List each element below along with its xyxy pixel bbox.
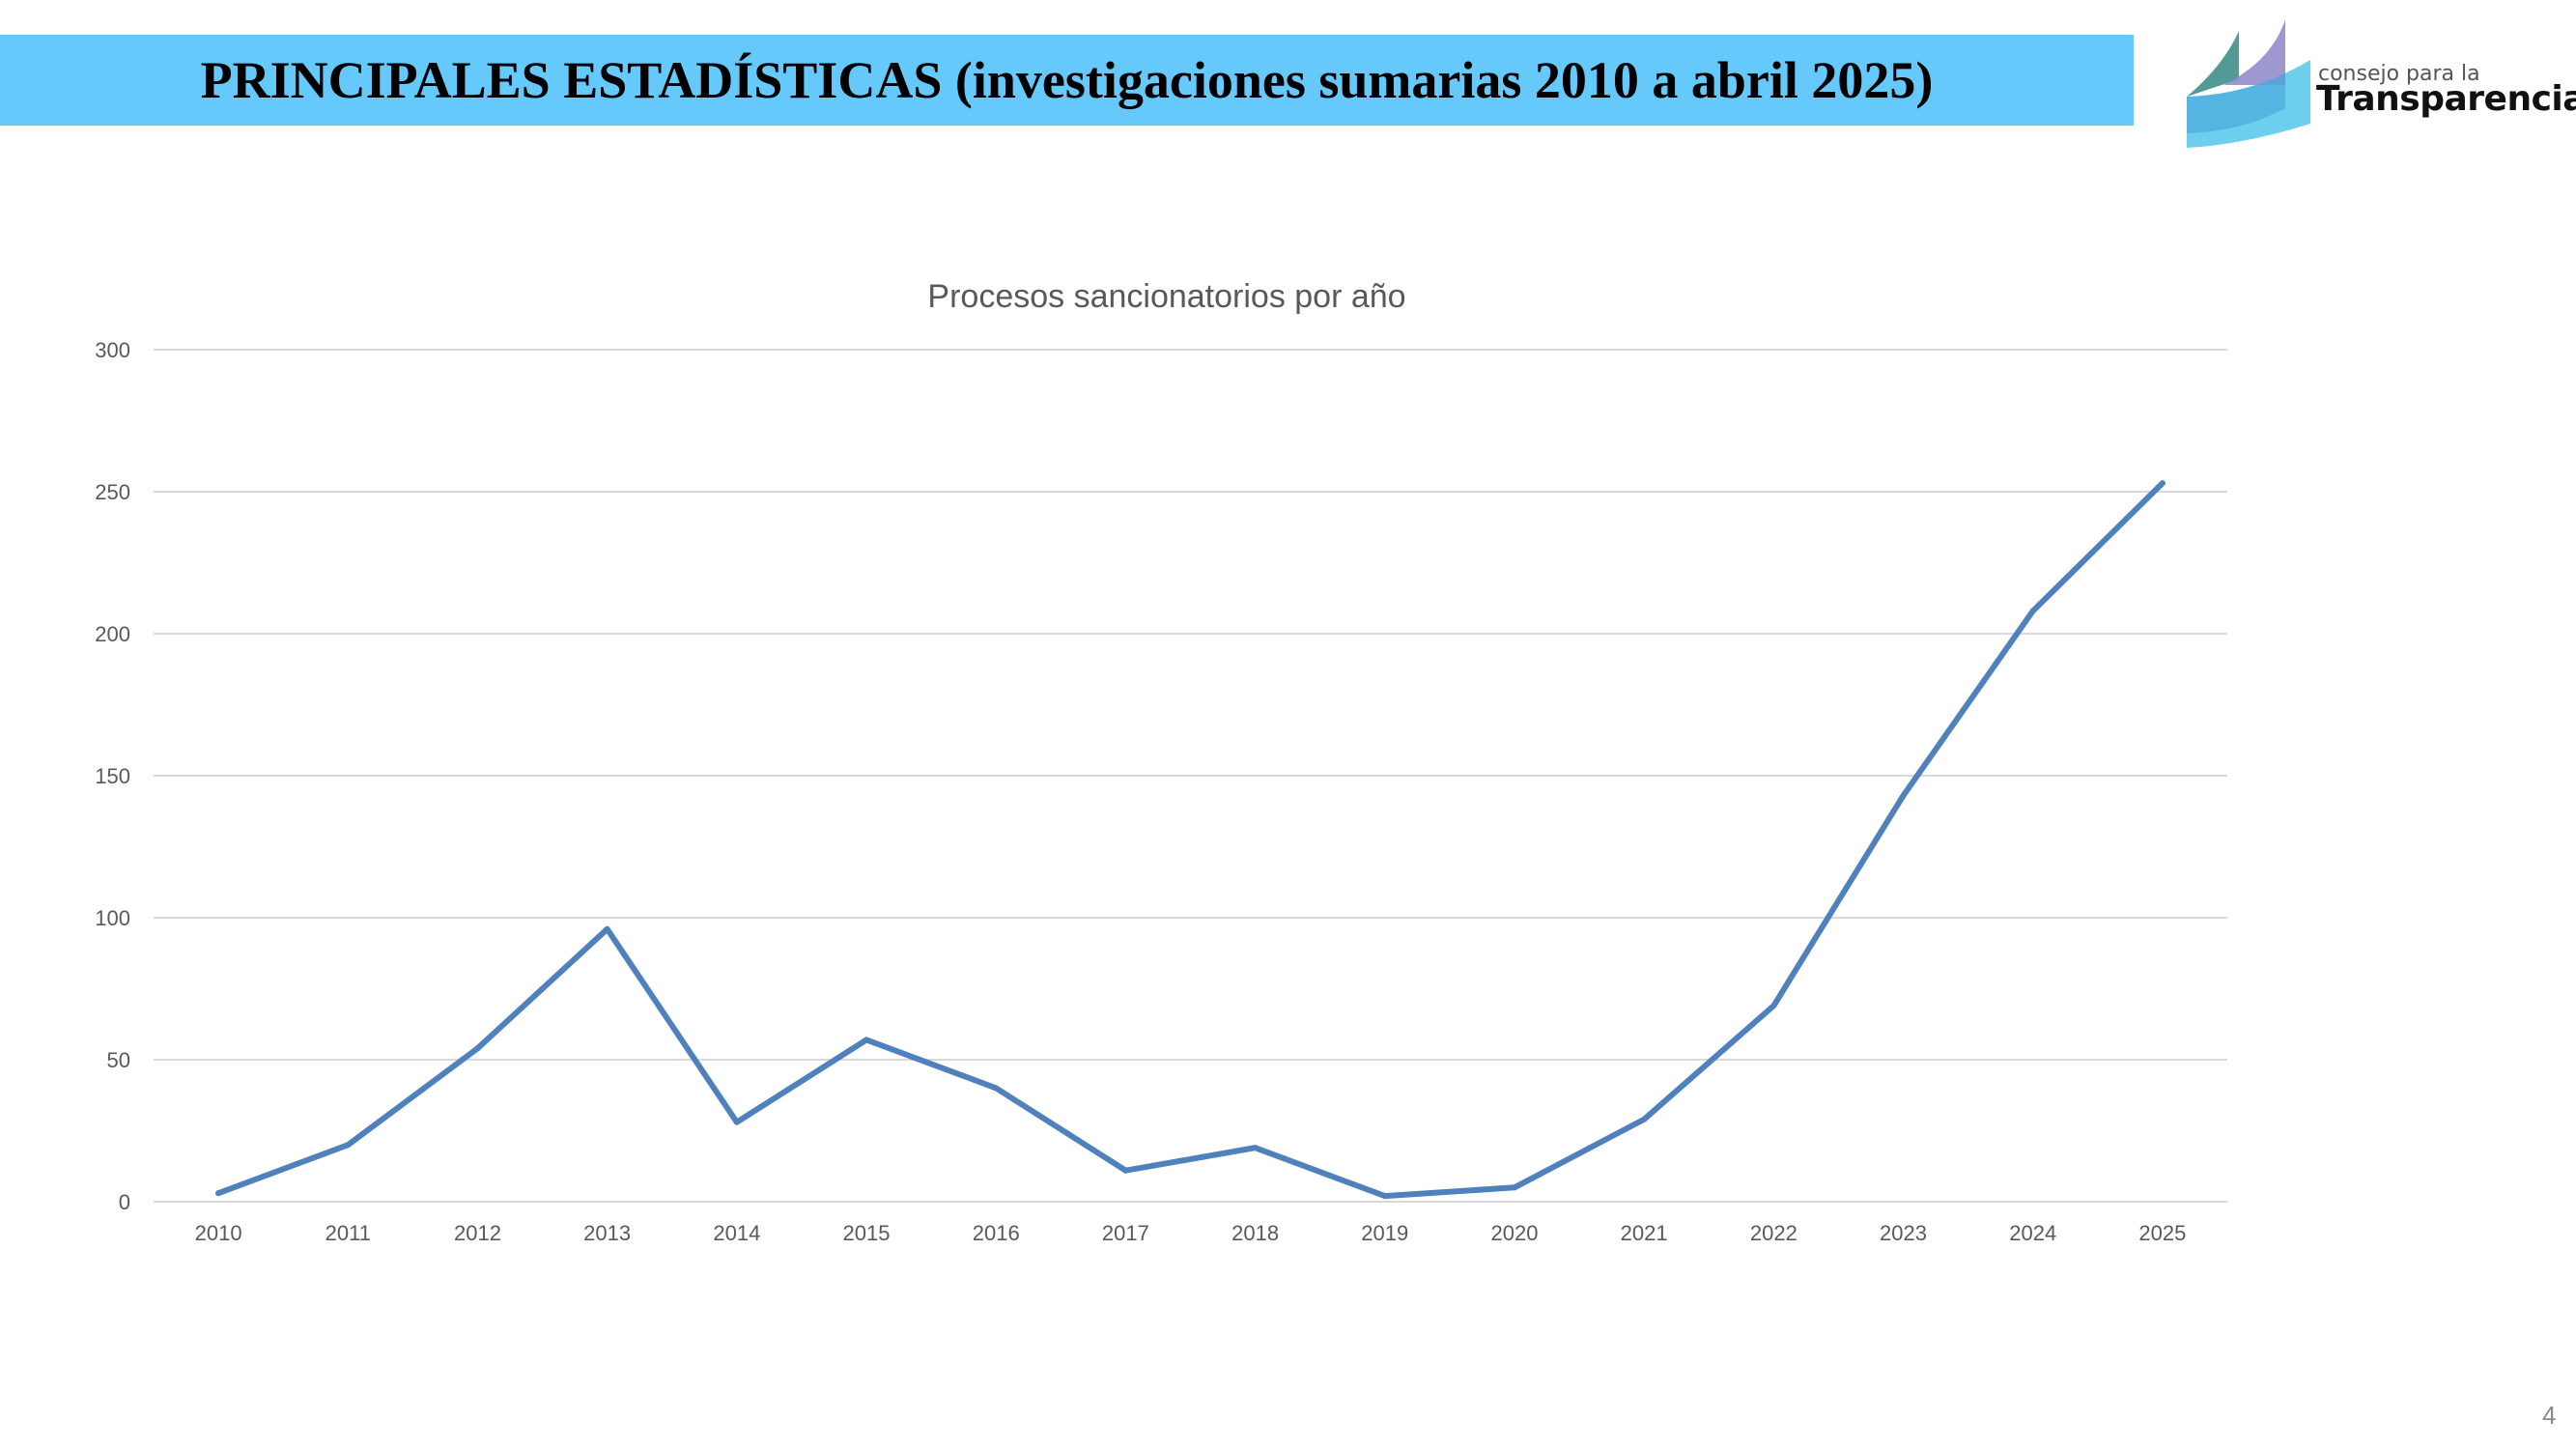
x-tick-label: 2013 bbox=[583, 1221, 631, 1245]
logo-line1: consejo para la bbox=[2318, 62, 2480, 86]
data-point-2018 bbox=[1252, 1145, 1259, 1151]
data-point-2011 bbox=[345, 1142, 352, 1149]
data-point-2013 bbox=[604, 925, 610, 932]
data-point-2012 bbox=[474, 1045, 481, 1052]
x-tick-label: 2024 bbox=[2009, 1221, 2056, 1245]
x-tick-label: 2011 bbox=[326, 1221, 371, 1245]
consejo-transparencia-logo: consejo para la Transparencia bbox=[2185, 17, 2576, 148]
y-tick-label: 0 bbox=[119, 1190, 130, 1214]
header-bar: PRINCIPALES ESTADÍSTICAS (investigacione… bbox=[0, 35, 2134, 126]
y-tick-label: 100 bbox=[95, 906, 130, 930]
data-point-2017 bbox=[1122, 1167, 1129, 1174]
data-point-2010 bbox=[215, 1190, 222, 1197]
data-point-2016 bbox=[993, 1085, 1000, 1092]
x-tick-label: 2016 bbox=[973, 1221, 1020, 1245]
series-line bbox=[215, 480, 2166, 1200]
x-tick-label: 2014 bbox=[713, 1221, 760, 1245]
y-tick-label: 200 bbox=[95, 622, 130, 646]
x-tick-label: 2010 bbox=[195, 1221, 242, 1245]
x-tick-label: 2019 bbox=[1361, 1221, 1408, 1245]
data-point-2024 bbox=[2029, 608, 2036, 614]
chart-title: Procesos sancionatorios por año bbox=[927, 278, 1405, 315]
data-point-2020 bbox=[1511, 1184, 1517, 1191]
y-tick-label: 250 bbox=[95, 480, 130, 504]
logo-line2: Transparencia bbox=[2316, 79, 2576, 119]
x-tick-label: 2018 bbox=[1231, 1221, 1279, 1245]
data-point-2022 bbox=[1770, 1003, 1777, 1009]
x-tick-label: 2025 bbox=[2138, 1221, 2186, 1245]
x-tick-label: 2015 bbox=[843, 1221, 891, 1245]
page-title: PRINCIPALES ESTADÍSTICAS (investigacione… bbox=[200, 51, 1934, 109]
data-point-2015 bbox=[863, 1037, 870, 1043]
x-tick-label: 2017 bbox=[1102, 1221, 1149, 1245]
data-point-2019 bbox=[1381, 1193, 1388, 1200]
x-tick-label: 2021 bbox=[1621, 1221, 1668, 1245]
y-tick-label: 300 bbox=[95, 338, 130, 362]
data-point-2021 bbox=[1641, 1116, 1648, 1122]
data-point-2023 bbox=[1900, 792, 1907, 799]
data-point-2014 bbox=[733, 1119, 740, 1125]
x-tick-label: 2012 bbox=[454, 1221, 501, 1245]
logo-sails-icon bbox=[2187, 19, 2310, 148]
data-point-2025 bbox=[2159, 480, 2166, 487]
x-tick-label: 2020 bbox=[1490, 1221, 1538, 1245]
x-tick-label: 2022 bbox=[1750, 1221, 1798, 1245]
page-number: 4 bbox=[2542, 1401, 2557, 1430]
x-tick-label: 2023 bbox=[1880, 1221, 1927, 1245]
y-tick-label: 150 bbox=[95, 764, 130, 788]
y-tick-label: 50 bbox=[107, 1048, 130, 1072]
